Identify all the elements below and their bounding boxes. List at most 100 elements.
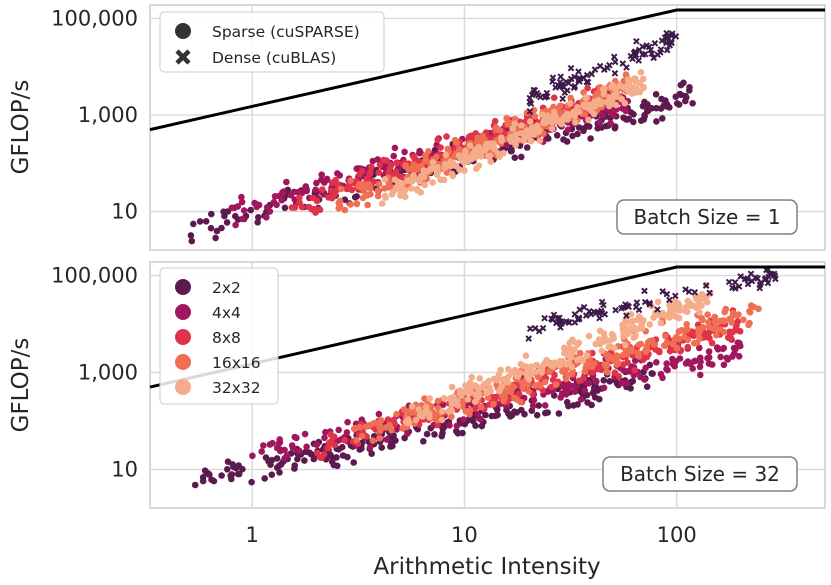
sparse-point xyxy=(356,423,364,431)
sparse-point xyxy=(533,361,540,369)
dense-point xyxy=(747,270,755,278)
sparse-point xyxy=(465,154,473,162)
sparse-point xyxy=(460,159,468,166)
dense-point xyxy=(663,29,670,37)
sparse-point xyxy=(252,200,260,208)
sparse-point xyxy=(281,204,289,212)
sparse-point xyxy=(477,416,484,423)
sparse-point xyxy=(364,201,371,209)
sparse-point xyxy=(376,434,384,442)
y-tick-label: 10 xyxy=(111,457,138,481)
sparse-point xyxy=(736,339,743,347)
sparse-point xyxy=(745,321,752,329)
sparse-point xyxy=(698,302,705,309)
sparse-point xyxy=(381,192,389,200)
sparse-point xyxy=(262,454,270,461)
sparse-point xyxy=(273,201,280,209)
sparse-point xyxy=(697,371,704,379)
dense-point xyxy=(604,64,611,72)
sparse-point xyxy=(732,345,739,353)
dense-point xyxy=(632,303,640,311)
sparse-point xyxy=(585,123,593,130)
sparse-point xyxy=(434,136,442,143)
sparse-point xyxy=(674,300,682,307)
sparse-point xyxy=(260,442,267,449)
sparse-point xyxy=(658,95,665,103)
sparse-point xyxy=(228,475,235,483)
sparse-point xyxy=(544,112,551,119)
sparse-point xyxy=(408,403,416,410)
sparse-point xyxy=(512,131,519,138)
sparse-point xyxy=(517,129,525,137)
sparse-point xyxy=(514,136,521,143)
y-tick-label: 1,000 xyxy=(78,103,138,127)
sparse-point xyxy=(383,157,390,164)
sparse-point xyxy=(601,85,608,92)
sparse-point xyxy=(720,328,728,336)
sparse-point xyxy=(511,154,519,161)
sparse-point xyxy=(528,124,536,131)
sparse-point xyxy=(515,390,523,398)
sparse-point xyxy=(520,137,527,144)
sparse-point xyxy=(513,396,521,403)
sparse-point xyxy=(238,198,246,206)
dense-point xyxy=(528,91,536,99)
sparse-point xyxy=(213,227,221,235)
sparse-point xyxy=(582,94,590,102)
dense-point xyxy=(575,75,583,83)
dense-point xyxy=(560,83,567,91)
sparse-point xyxy=(600,377,607,384)
sparse-point xyxy=(612,93,620,100)
sparse-point xyxy=(597,100,605,108)
sparse-point xyxy=(654,298,662,306)
sparse-point xyxy=(536,127,543,134)
sparse-point xyxy=(611,123,619,130)
sparse-point xyxy=(396,186,403,193)
sparse-point xyxy=(565,402,572,410)
dense-point xyxy=(526,107,534,115)
dense-point xyxy=(543,93,551,100)
sparse-point xyxy=(319,186,326,193)
sparse-point xyxy=(574,341,581,348)
sparse-point xyxy=(312,186,319,194)
sparse-point xyxy=(386,182,394,190)
sparse-point xyxy=(234,470,242,478)
sparse-point xyxy=(205,470,212,478)
sparse-point xyxy=(646,321,653,328)
sparse-point xyxy=(348,186,356,194)
scatter-points xyxy=(187,29,696,245)
dense-point xyxy=(756,284,764,292)
sparse-point xyxy=(525,128,532,136)
dense-point xyxy=(623,312,630,320)
sparse-point xyxy=(564,126,572,133)
sparse-point xyxy=(191,481,199,489)
circle-marker-icon xyxy=(175,23,191,39)
y-tick-labels: 10 1,000 100,000 xyxy=(51,264,138,482)
dense-point xyxy=(641,298,649,306)
sparse-point xyxy=(276,439,284,446)
sparse-point xyxy=(537,382,544,390)
sparse-point xyxy=(705,360,713,367)
sparse-point xyxy=(408,185,415,192)
sparse-point xyxy=(422,407,430,414)
sparse-point xyxy=(550,362,557,370)
sparse-point xyxy=(521,410,528,418)
dense-point xyxy=(550,311,558,319)
sparse-point xyxy=(579,357,586,365)
y-tick-label: 10 xyxy=(111,200,138,224)
sparse-point xyxy=(713,331,720,339)
sparse-point xyxy=(401,148,408,156)
sparse-point xyxy=(404,177,411,185)
sparse-point xyxy=(569,132,576,140)
sparse-point xyxy=(453,422,461,430)
sparse-point xyxy=(599,111,606,119)
sparse-point xyxy=(619,105,626,112)
dense-point xyxy=(575,68,582,75)
dense-point xyxy=(663,290,671,298)
sparse-point xyxy=(353,200,361,207)
sparse-point xyxy=(378,200,386,207)
sparse-point xyxy=(561,113,569,120)
sparse-point xyxy=(366,170,374,178)
dense-point xyxy=(725,278,733,286)
sparse-point xyxy=(291,462,299,469)
